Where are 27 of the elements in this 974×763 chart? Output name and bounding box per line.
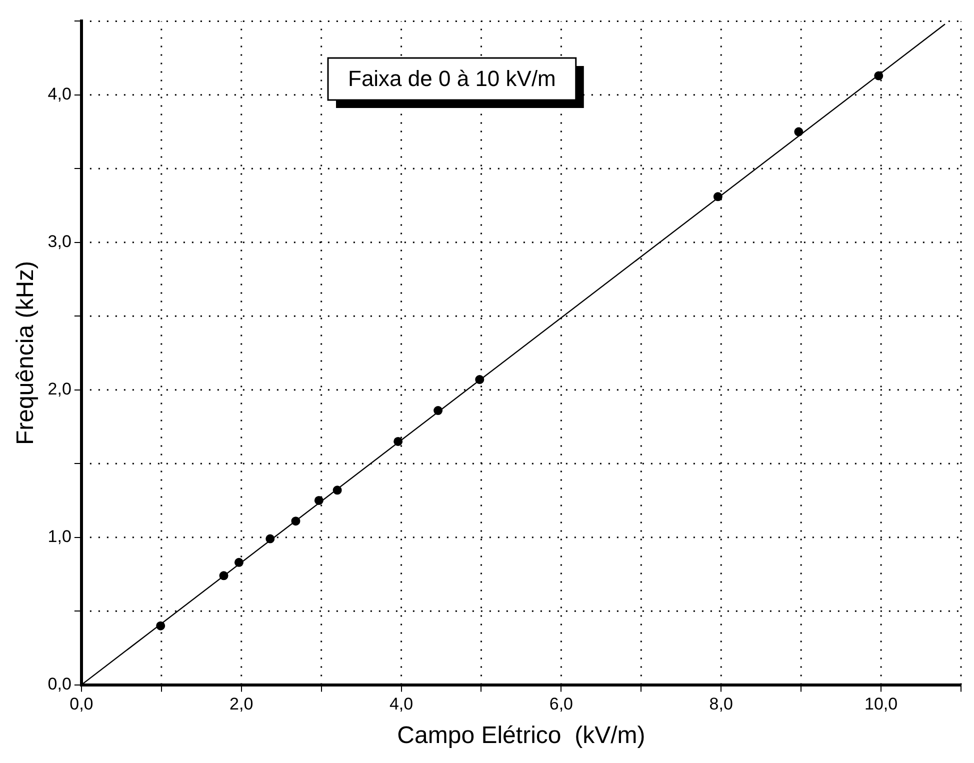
point — [394, 436, 403, 446]
y-tick-label: 1,0 — [48, 527, 72, 546]
y-axis-title: Frequência (kHz) — [12, 260, 40, 446]
x-tick-label: 6,0 — [549, 694, 574, 714]
point — [266, 534, 275, 544]
point — [434, 406, 443, 416]
point — [874, 71, 884, 80]
point — [156, 621, 166, 630]
point — [332, 486, 342, 495]
point — [713, 192, 722, 202]
point — [314, 496, 324, 505]
x-tick-label: 0,0 — [70, 694, 94, 714]
point — [291, 516, 300, 526]
point — [219, 571, 228, 580]
x-tick-label: 8,0 — [709, 694, 733, 714]
x-tick-label: 4,0 — [389, 694, 414, 714]
y-tick-label: 4,0 — [48, 84, 72, 104]
y-tick-label: 2,0 — [48, 380, 72, 399]
x-axis-title: Campo Elétrico (kV/m) — [397, 722, 646, 750]
point — [475, 375, 484, 384]
point — [234, 558, 244, 567]
y-tick-label: 3,0 — [48, 232, 72, 252]
x-tick-label: 10,0 — [864, 694, 898, 714]
x-tick-label: 2,0 — [230, 694, 254, 714]
point — [794, 127, 804, 136]
annotation: Faixa de 0 à 10 kV/m — [348, 66, 556, 92]
y-tick-label: 0,0 — [48, 674, 72, 694]
